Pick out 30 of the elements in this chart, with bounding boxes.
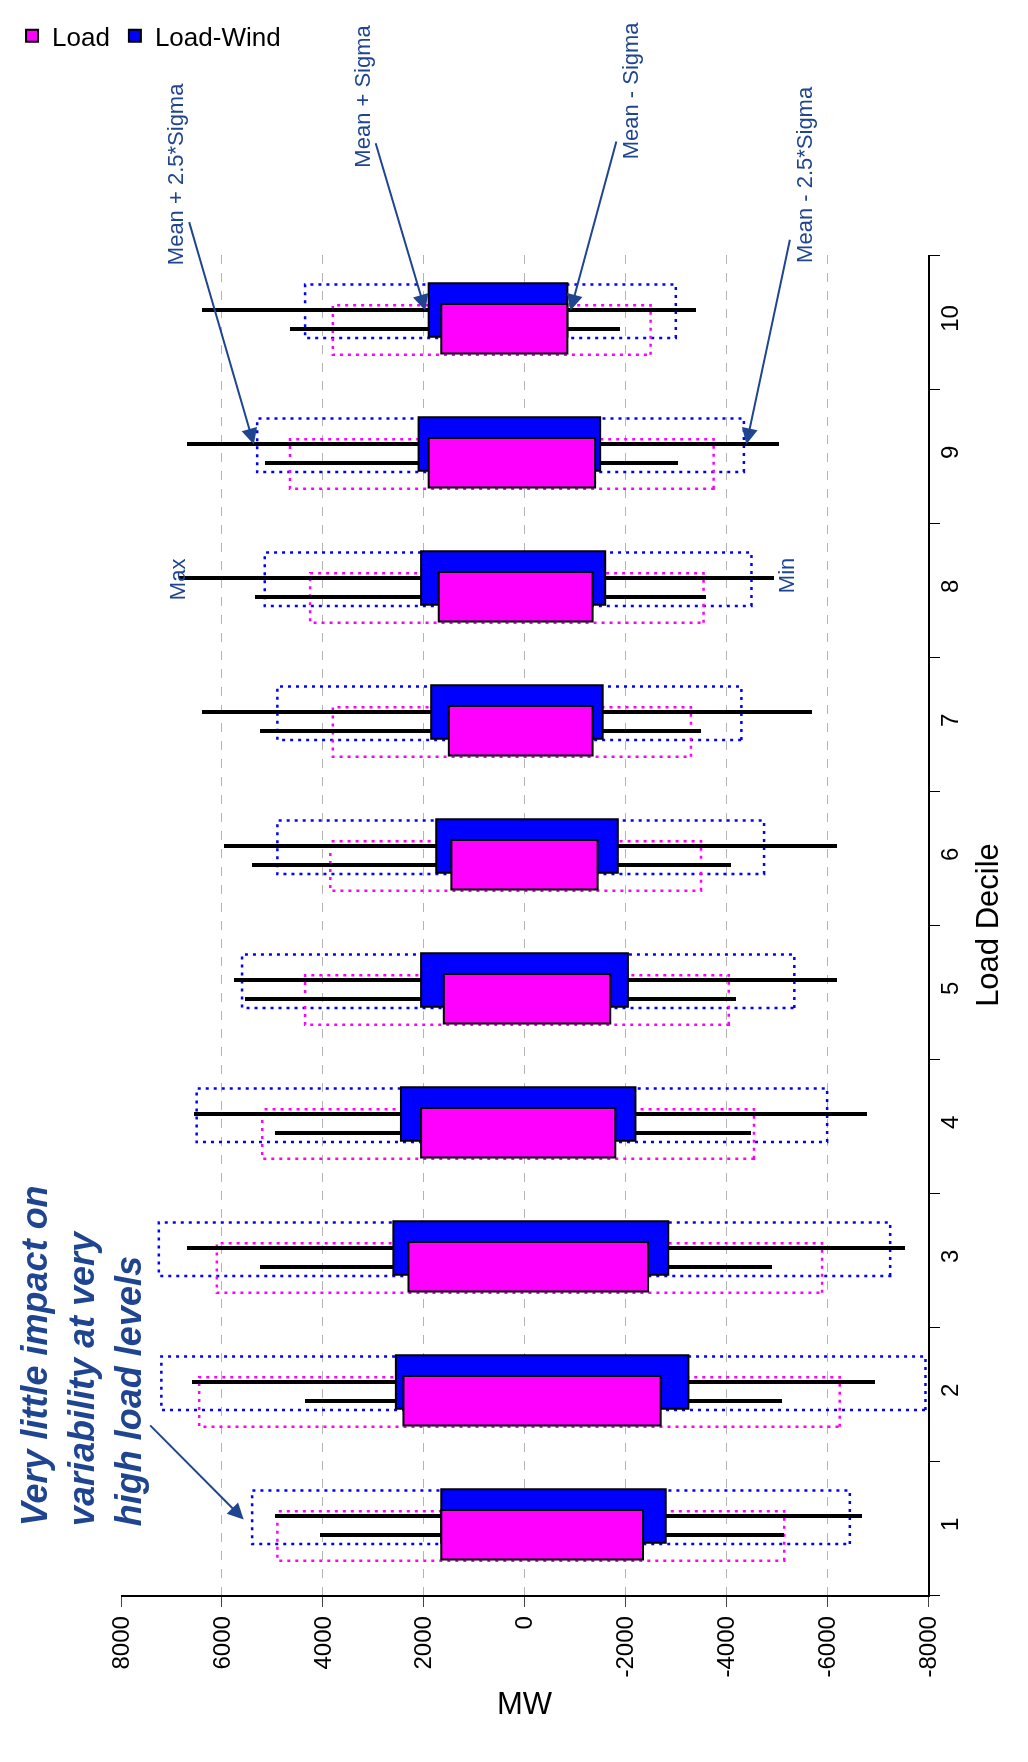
annotation: Mean - 2.5*Sigma	[791, 86, 817, 263]
y-tick-label: 4	[936, 1115, 964, 1130]
y-tick-label: 5	[936, 981, 964, 996]
y-tick-label: 8	[936, 579, 964, 594]
y-axis-title: Load Decile	[970, 843, 1006, 1007]
y-tick-label: 7	[936, 713, 964, 728]
annotation: Max	[164, 558, 190, 601]
y-tick-label: 2	[936, 1383, 964, 1398]
x-tick-label: 4000	[308, 1616, 336, 1670]
x-tick-label: -2000	[611, 1616, 639, 1678]
x-tick-label: -8000	[913, 1616, 941, 1678]
annotation: Mean + Sigma	[349, 24, 375, 168]
x-tick-label: 8000	[106, 1616, 134, 1670]
y-tick-label: 3	[936, 1249, 964, 1264]
annotation: Very little impact on variability at very high load levels	[14, 1185, 149, 1527]
annotation: Min	[773, 557, 799, 594]
legend-label: Load-Wind	[154, 22, 281, 52]
annotation: Mean - Sigma	[618, 21, 644, 160]
y-tick-label: 1	[936, 1517, 964, 1532]
y-tick-label: 10	[936, 305, 964, 332]
x-axis-title: MW	[496, 1686, 553, 1722]
x-tick-label: 0	[510, 1616, 538, 1630]
y-tick-label: 6	[936, 847, 964, 862]
x-tick-label: -6000	[812, 1616, 840, 1678]
x-tick-label: 6000	[207, 1616, 235, 1670]
annotation: Mean + 2.5*Sigma	[163, 82, 189, 266]
x-tick-label: 2000	[409, 1616, 437, 1670]
x-tick-label: -4000	[712, 1616, 740, 1678]
legend-label: Load	[52, 22, 110, 52]
y-tick-label: 9	[936, 445, 964, 460]
